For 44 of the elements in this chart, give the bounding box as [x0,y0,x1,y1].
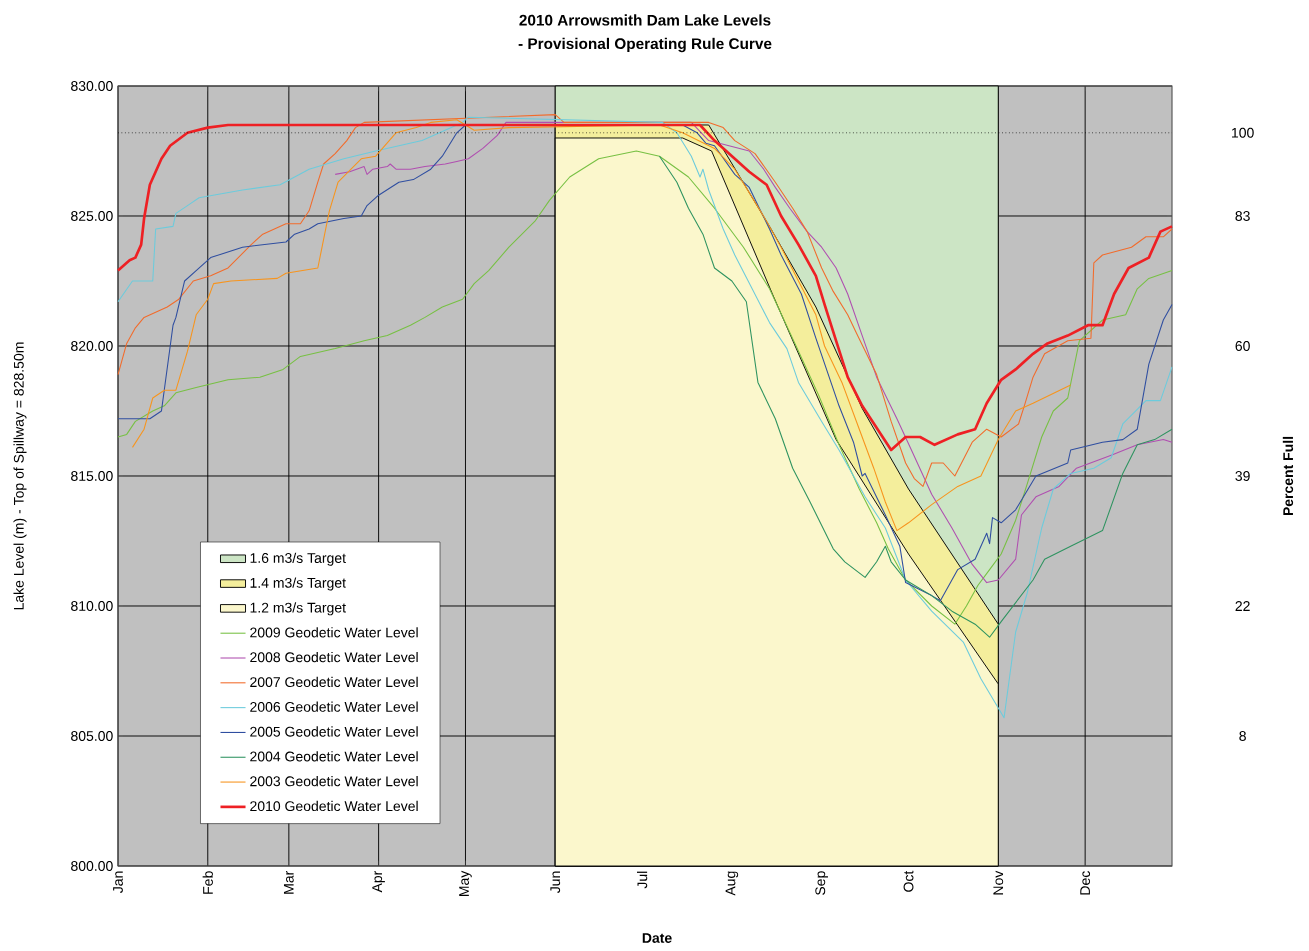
legend-label: 1.2 m3/s Target [250,602,346,616]
y-tick-label: 815.00 [71,471,113,481]
text: 83 [1235,211,1250,221]
x-tick-label: Feb [202,871,213,894]
legend-label: 2005 Geodetic Water Level [250,726,418,737]
x-tick-label: May [459,870,472,897]
x-tick-label: Jun [550,871,561,894]
x-axis-title: Date [642,933,672,943]
chart-title: 2010 Arrowsmith Dam Lake Levels [519,14,771,26]
x-tick-label: Jul [636,871,648,889]
legend-label: 2010 Geodetic Water Level [250,800,418,812]
x-tick-label: Apr [372,870,385,893]
legend-label: 1.6 m3/s Target [250,552,346,566]
y-tick-label: 820.00 [71,341,113,351]
text: 60 [1235,341,1250,351]
x-tick-label: Oct [903,870,914,892]
legend-label: 2009 Geodetic Water Level [250,627,418,638]
y-tick-label: 825.00 [71,211,113,221]
y-axis-title: Lake Level (m) - Top of Spillway = 828.50m [13,342,27,610]
x-tick-label: Aug [725,871,739,896]
line-series [131,119,1072,532]
legend-label: 2007 Geodetic Water Level [250,676,418,688]
text: 22 [1235,601,1250,611]
y-tick-label: 830.00 [71,81,113,91]
y-tick-label: 810.00 [71,601,113,611]
line-series [117,116,1173,719]
chart-subtitle: - Provisional Operating Rule Curve [518,37,772,53]
line-series [658,155,1173,638]
legend-label: 1.4 m3/s Target [250,577,346,591]
y-tick-label: 805.00 [71,731,113,741]
x-tick-label: Dec [1080,871,1091,895]
legend-label: 2008 Geodetic Water Level [250,651,418,663]
legend-label: 2006 Geodetic Water Level [250,701,418,712]
x-tick-label: Sep [815,871,828,895]
x-tick-label: Jan [113,871,123,894]
text: Percent Full [1282,436,1294,516]
x-tick-label: Mar [283,870,294,894]
text: 100 [1232,127,1254,138]
legend-label: 2003 Geodetic Water Level [250,775,418,787]
y-tick-label: 800.00 [71,861,113,871]
legend-label: 2004 Geodetic Water Level [250,751,418,762]
text: 39 [1235,471,1250,481]
text: 8 [1239,731,1246,741]
x-tick-label: Nov [993,870,1004,895]
